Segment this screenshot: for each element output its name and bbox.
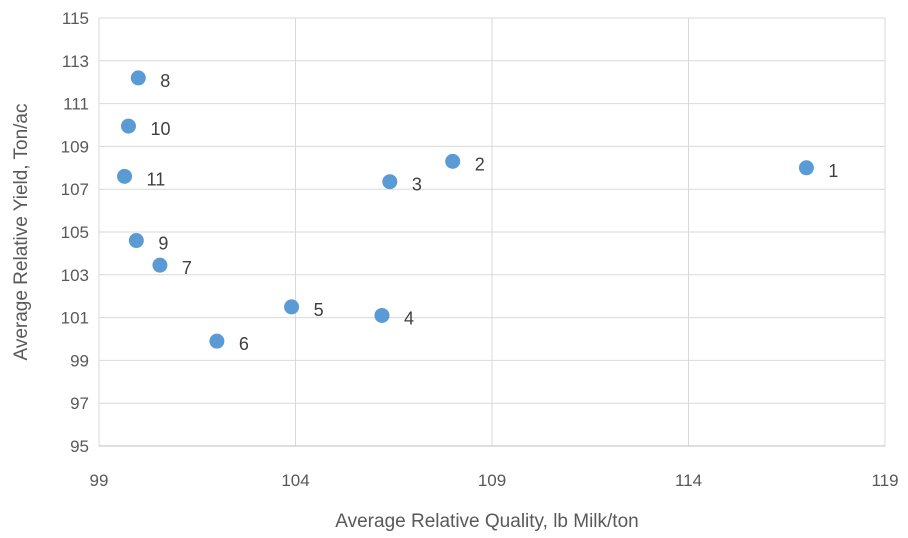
x-tick-label-119: 119 xyxy=(871,471,898,490)
data-point-11 xyxy=(117,168,133,184)
data-point-label-10: 10 xyxy=(150,119,170,139)
y-axis-title: Average Relative Yield, Ton/ac xyxy=(11,103,32,360)
y-tick-label-101: 101 xyxy=(61,309,89,328)
data-point-label-11: 11 xyxy=(147,169,166,189)
y-tick-label-99: 99 xyxy=(70,351,89,370)
data-point-1 xyxy=(798,160,814,176)
data-point-labels: 1 2 3 4 5 6 7 8 9 10 11 xyxy=(147,71,839,354)
data-point-label-2: 2 xyxy=(475,154,485,174)
y-tick-label-113: 113 xyxy=(62,52,89,71)
vertical-gridlines xyxy=(98,18,886,446)
data-point-6 xyxy=(209,333,225,349)
x-tick-label-104: 104 xyxy=(281,471,309,490)
x-axis-tick-labels: 99 104 109 114 119 xyxy=(90,471,899,490)
x-tick-label-109: 109 xyxy=(478,471,506,490)
y-tick-label-95: 95 xyxy=(70,437,89,456)
data-point-7 xyxy=(152,257,168,273)
data-point-5 xyxy=(284,299,300,315)
data-point-3 xyxy=(382,174,398,190)
data-point-9 xyxy=(128,233,144,249)
y-tick-label-109: 109 xyxy=(61,137,89,156)
x-tick-label-114: 114 xyxy=(675,471,702,490)
data-point-label-4: 4 xyxy=(404,308,414,328)
data-point-label-8: 8 xyxy=(160,71,170,91)
x-axis-title: Average Relative Quality, lb Milk/ton xyxy=(335,511,638,532)
y-tick-label-111: 111 xyxy=(63,95,89,114)
data-point-label-9: 9 xyxy=(158,234,168,254)
data-points xyxy=(117,70,814,349)
y-axis-tick-labels: 95 97 99 101 103 105 107 109 111 113 115 xyxy=(61,9,89,456)
y-tick-label-103: 103 xyxy=(61,266,89,285)
data-point-10 xyxy=(120,118,136,134)
data-point-2 xyxy=(445,153,461,169)
y-tick-label-97: 97 xyxy=(70,394,89,413)
data-point-8 xyxy=(130,70,146,86)
data-point-label-6: 6 xyxy=(239,334,249,354)
data-point-label-5: 5 xyxy=(314,300,324,320)
x-tick-label-99: 99 xyxy=(90,471,109,490)
data-point-4 xyxy=(374,307,390,323)
y-tick-label-115: 115 xyxy=(62,9,89,28)
y-tick-label-107: 107 xyxy=(61,180,89,199)
y-tick-label-105: 105 xyxy=(61,223,89,242)
data-point-label-3: 3 xyxy=(412,175,422,195)
data-point-label-1: 1 xyxy=(828,161,838,181)
data-point-label-7: 7 xyxy=(182,258,192,278)
